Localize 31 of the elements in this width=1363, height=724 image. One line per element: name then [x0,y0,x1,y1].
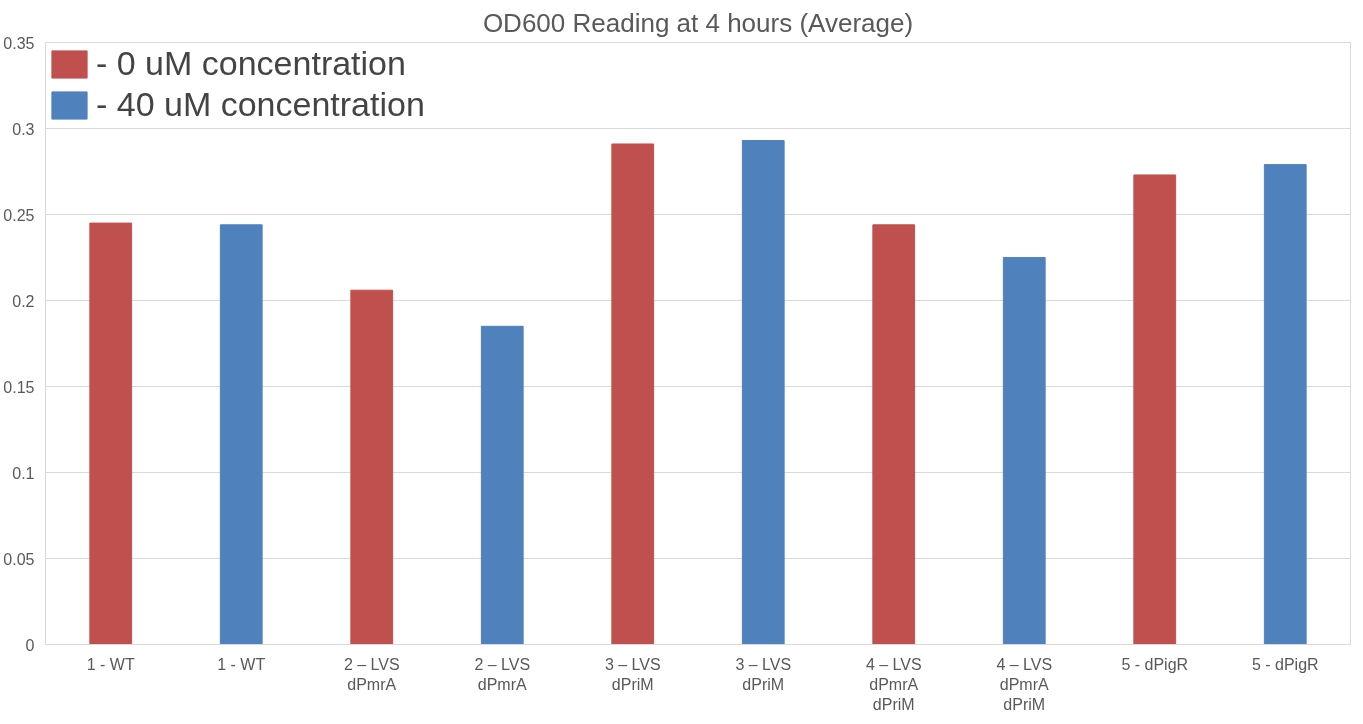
y-tick-label: 0.3 [12,120,35,138]
x-tick-label: 1 - WT [86,655,135,673]
x-tick-label: 4 – LVS dPmrA dPriM [996,655,1053,714]
legend-label: - 0 uM concentration [96,44,406,83]
bar [219,224,263,645]
y-tick-label: 0.1 [12,464,35,482]
bar [1002,257,1046,645]
bar [89,222,133,645]
y-tick-label: 0.35 [3,34,35,52]
x-tick-label: 5 - dPigR [1251,655,1319,673]
y-tick-label: 0.05 [3,550,35,568]
bar [480,325,524,645]
bar [741,140,785,645]
x-tick-label: 5 - dPigR [1121,655,1189,673]
chart-title: OD600 Reading at 4 hours (Average) [482,7,914,38]
bar [611,143,655,645]
x-tick-label: 3 – LVS dPriM [604,655,661,693]
x-tick-label: 4 – LVS dPmrA dPriM [865,655,922,714]
y-tick-label: 0.2 [12,292,35,310]
legend-label: - 40 uM concentration [96,85,425,124]
x-tick-label: 1 - WT [217,655,266,673]
bar [872,224,916,645]
bar [1133,174,1177,645]
y-tick-label: 0 [25,636,35,654]
bar [1263,164,1307,645]
y-tick-label: 0.15 [3,378,35,396]
x-tick-label: 2 – LVS dPmrA [343,655,400,693]
x-tick-label: 2 – LVS dPmrA [474,655,531,693]
x-tick-label: 3 – LVS dPriM [735,655,792,693]
bar [350,289,394,645]
y-tick-label: 0.25 [3,206,35,224]
